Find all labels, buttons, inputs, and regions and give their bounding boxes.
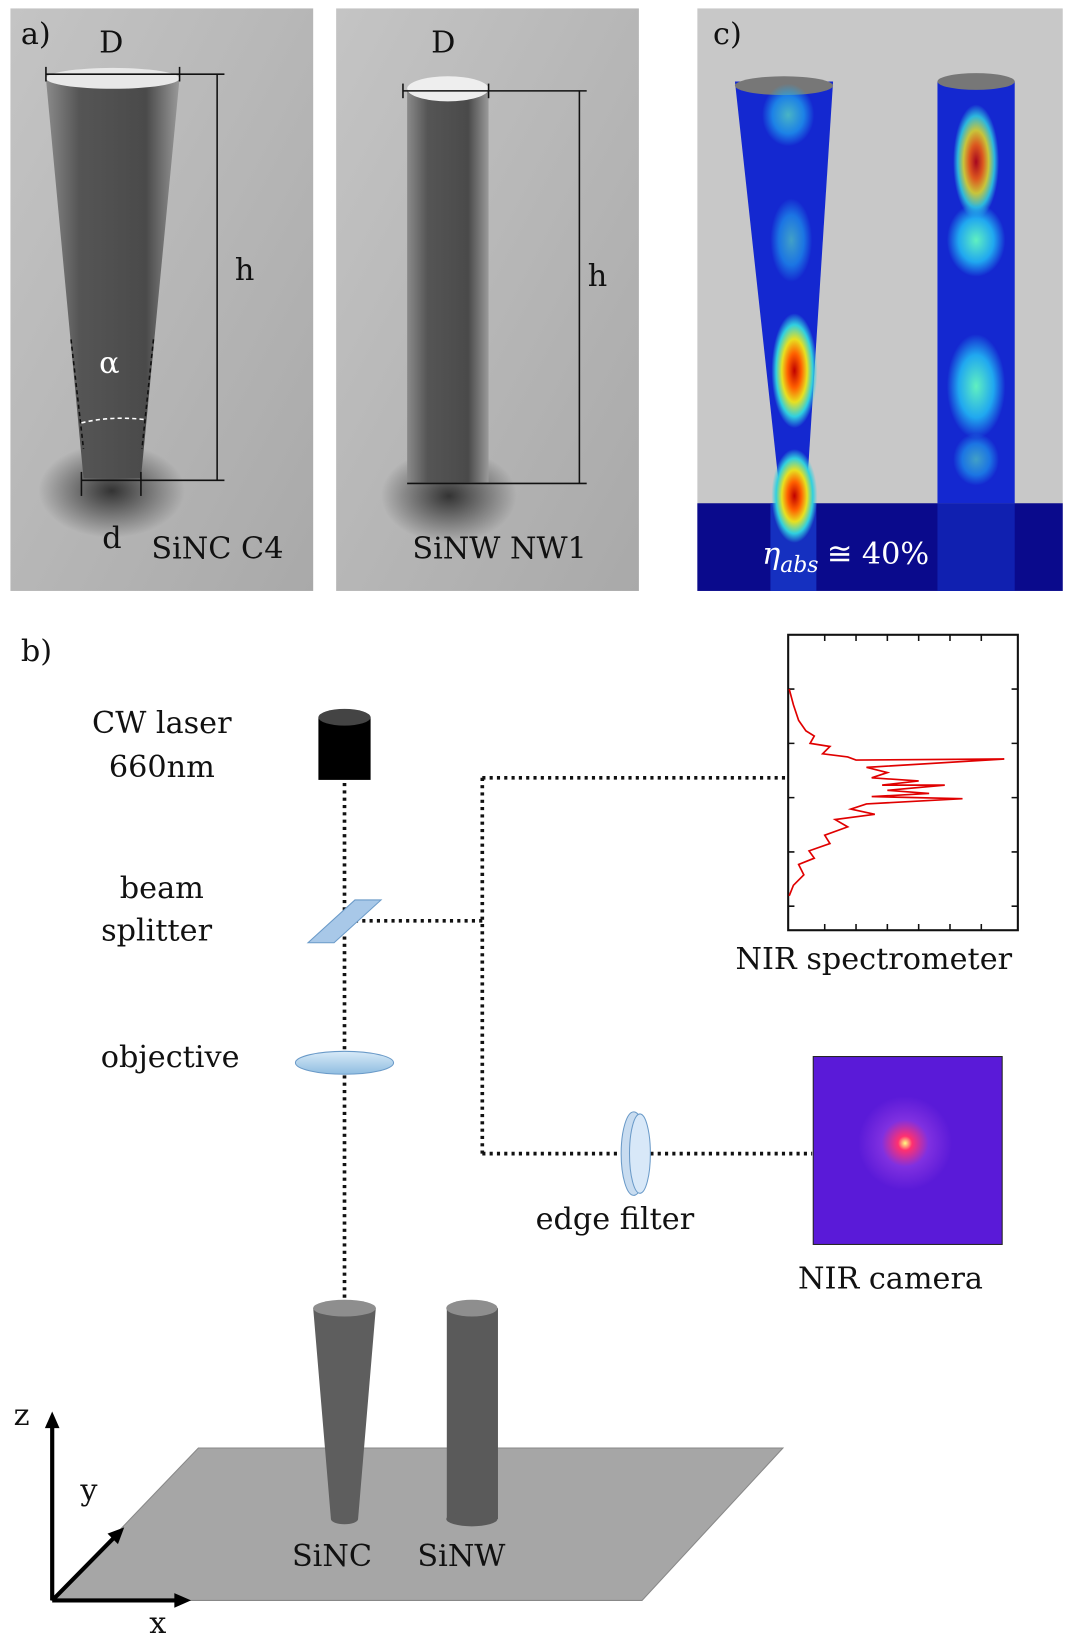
sample-label: SiNC C4 [151, 532, 283, 567]
axis-label: y [79, 1473, 98, 1508]
sem-image-sinc: a) D h α d SiNC C4 [10, 8, 314, 591]
component-label: edge filter [536, 1202, 695, 1237]
component-label: NIR spectrometer [735, 942, 1012, 977]
dimension-label: D [99, 25, 123, 60]
panel-label: c) [713, 17, 742, 52]
dimension-label: α [99, 346, 119, 381]
setup-schematic: b) CW laser 660nm beam splitter objectiv… [14, 633, 1019, 1636]
absorption-label: ηabs ≅ 40% [762, 537, 929, 578]
component-label: 660nm [109, 750, 215, 785]
symbol: η [762, 537, 780, 572]
subscript: abs [780, 553, 818, 578]
component-label: beam [120, 871, 204, 906]
panel-label: b) [21, 634, 52, 669]
axis-label: z [14, 1398, 30, 1433]
dimension-label: h [588, 259, 608, 294]
dimension-label: d [102, 521, 121, 556]
dimension-label: h [235, 253, 255, 288]
value: ≅ 40% [827, 537, 929, 572]
component-label: splitter [101, 914, 213, 949]
axis-label: x [149, 1606, 166, 1636]
field-simulation: c) ηabs ≅ 40% [697, 8, 1063, 591]
component-label: NIR camera [798, 1261, 983, 1296]
sample-label: SiNW [417, 1539, 506, 1574]
sample-label: SiNW NW1 [412, 532, 586, 567]
component-label: objective [101, 1040, 240, 1075]
sem-image-sinw: D h SiNW NW1 [336, 8, 639, 591]
component-label: CW laser [92, 706, 232, 741]
dimension-label: D [431, 25, 455, 60]
panel-label: a) [21, 17, 51, 52]
sample-label: SiNC [292, 1539, 372, 1574]
